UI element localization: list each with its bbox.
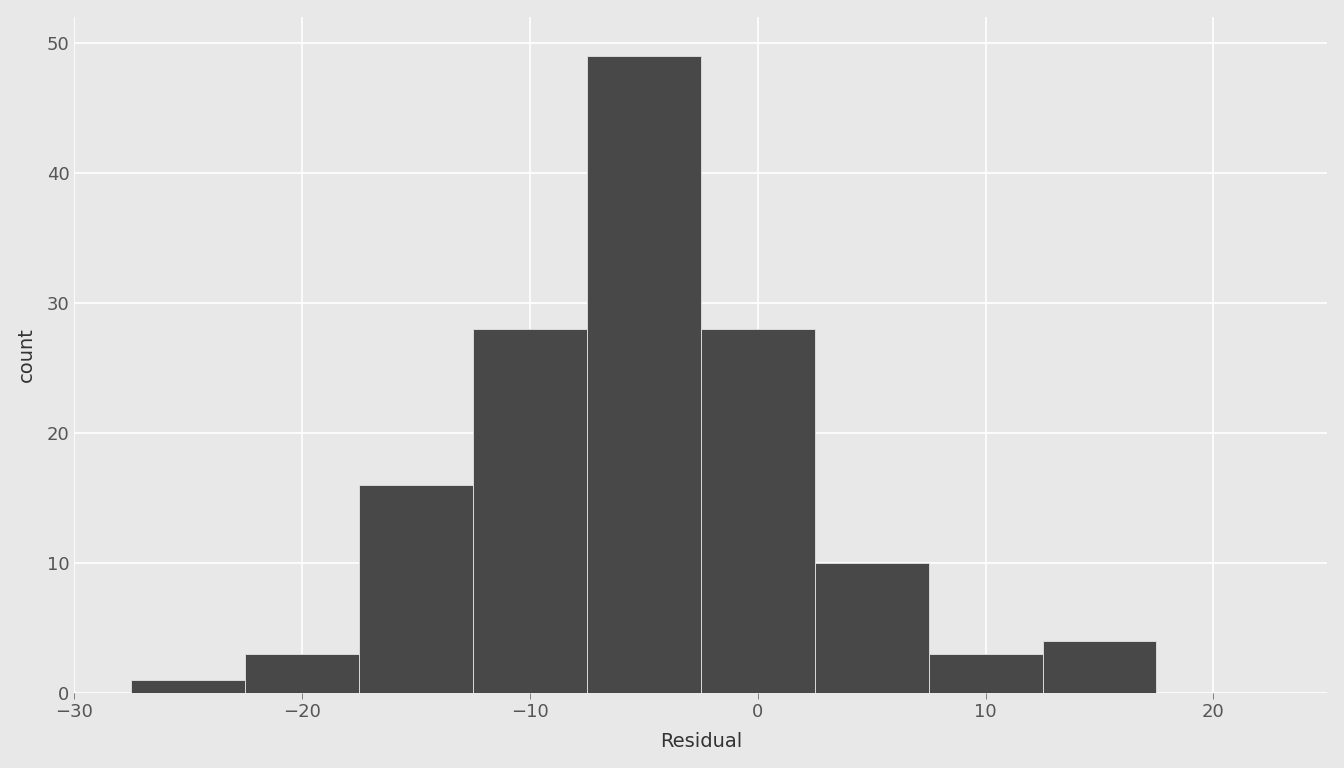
Bar — [245, 654, 359, 693]
Bar — [132, 680, 245, 693]
Bar — [1043, 641, 1156, 693]
Bar — [929, 654, 1043, 693]
Bar — [700, 329, 814, 693]
Bar — [814, 563, 929, 693]
Bar — [359, 485, 473, 693]
Bar — [587, 55, 700, 693]
Bar — [473, 329, 587, 693]
Y-axis label: count: count — [16, 327, 36, 382]
X-axis label: Residual: Residual — [660, 733, 742, 751]
